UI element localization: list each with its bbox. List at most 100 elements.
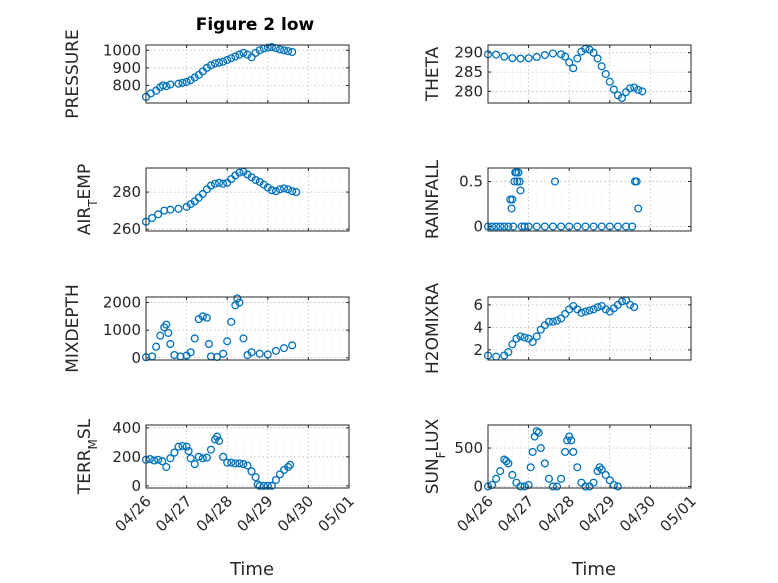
y-axis-label: THETA: [423, 46, 443, 102]
data-point: [182, 77, 191, 86]
data-point: [263, 43, 272, 52]
y-axis-label: SUNFLUX: [423, 418, 448, 494]
data-point: [593, 467, 602, 476]
data-point: [585, 306, 594, 315]
y-tick-label: 1000: [103, 41, 141, 59]
data-point: [502, 457, 511, 466]
data-point: [557, 50, 566, 59]
figure-title: Figure 2 low: [196, 15, 315, 35]
data-point: [567, 436, 576, 445]
data-point: [544, 474, 553, 483]
data-point: [174, 79, 183, 88]
data-point: [488, 222, 497, 231]
data-point: [182, 442, 191, 451]
data-point: [235, 298, 244, 307]
data-point: [504, 459, 513, 468]
data-point: [235, 459, 244, 468]
x-tick-label: 04/27: [152, 492, 195, 535]
data-point: [227, 317, 236, 326]
data-point: [509, 222, 518, 231]
data-point: [235, 50, 244, 59]
y-tick-label: 290: [454, 44, 483, 62]
data-point: [516, 332, 525, 341]
data-point: [597, 62, 606, 71]
y-axis-label: MIXDEPTH: [63, 284, 83, 373]
data-point: [548, 49, 558, 58]
data-point: [516, 482, 525, 491]
y-tick-label: 2: [473, 341, 483, 359]
data-point: [227, 54, 236, 63]
data-point: [284, 185, 293, 194]
data-point: [156, 331, 165, 340]
x-axis-label-left: Time: [229, 559, 274, 580]
data-point: [573, 222, 582, 231]
y-tick-label: 0: [131, 477, 141, 495]
data-point: [621, 222, 631, 231]
data-point: [292, 188, 301, 197]
data-point: [609, 85, 618, 94]
data-point: [186, 454, 195, 463]
y-tick-label: 6: [473, 296, 483, 314]
data-point: [628, 222, 637, 231]
data-point: [148, 213, 157, 223]
x-tick-label: 04/29: [233, 492, 276, 535]
data-point: [286, 460, 295, 469]
data-point: [219, 179, 228, 188]
data-point: [520, 222, 529, 231]
data-point: [223, 55, 232, 64]
data-point: [581, 307, 590, 316]
data-point: [544, 317, 553, 326]
x-tick-label: 04/28: [193, 492, 236, 535]
data-point: [178, 78, 187, 87]
data-point: [170, 448, 179, 457]
data-point: [630, 83, 639, 92]
data-point: [513, 177, 522, 186]
data-point: [279, 344, 289, 353]
data-point: [561, 447, 570, 456]
axes-box: [487, 167, 692, 232]
data-point: [202, 63, 211, 72]
data-point: [552, 482, 562, 491]
data-point: [267, 186, 276, 195]
x-tick-label: 04/29: [575, 492, 618, 535]
data-point: [634, 204, 643, 213]
data-point: [251, 48, 260, 57]
data-point: [166, 205, 175, 214]
data-point: [233, 294, 242, 303]
x-axis-label-right: Time: [571, 559, 616, 580]
data-point: [255, 481, 264, 490]
data-point: [166, 80, 175, 89]
data-point: [190, 460, 199, 469]
chart-panel-rainfall: 0 0.5 RAINFALL: [423, 159, 692, 239]
data-point: [565, 58, 574, 67]
data-point: [569, 64, 578, 73]
data-point: [595, 463, 604, 472]
data-point: [557, 222, 566, 231]
data-point: [198, 454, 207, 463]
data-point: [288, 341, 297, 350]
x-tick-label: 05/01: [315, 492, 358, 535]
data-point: [178, 441, 187, 451]
data-point: [263, 481, 272, 490]
data-point: [174, 442, 183, 451]
data-point: [516, 54, 525, 63]
data-point: [508, 470, 517, 479]
data-point: [613, 482, 622, 491]
data-point: [202, 453, 211, 462]
data-point: [235, 168, 244, 177]
data-point: [496, 467, 505, 476]
data-point: [184, 447, 193, 456]
data-point: [526, 463, 535, 472]
data-point: [534, 428, 543, 437]
data-point: [532, 427, 541, 436]
data-point: [548, 317, 558, 326]
y-tick-label: 1000: [103, 321, 141, 339]
data-point: [520, 482, 529, 491]
data-point: [204, 339, 213, 349]
data-point: [219, 349, 228, 358]
data-point: [540, 51, 549, 60]
data-point: [617, 297, 627, 306]
data-point: [504, 348, 513, 357]
